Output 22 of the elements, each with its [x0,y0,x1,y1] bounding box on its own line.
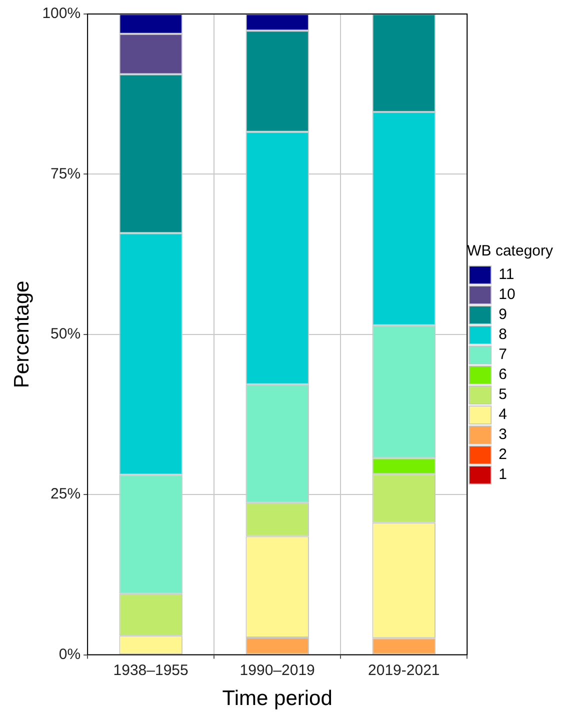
legend-label: 11 [498,266,514,284]
legend-label: 9 [498,306,507,324]
legend-label: 2 [498,446,507,464]
legend-label: 1 [498,466,507,484]
x-tick-label: 2019-2021 [368,662,440,679]
y-tick-label: 0% [58,646,81,663]
legend-label: 7 [498,346,507,364]
legend-label: 5 [498,386,507,404]
y-tick-label: 100% [42,5,81,22]
legend-label: 4 [498,406,507,424]
y-axis-title: Percentage [10,280,34,388]
x-axis-title: Time period [222,687,332,710]
legend-label: 3 [498,426,507,444]
x-tick-label: 1938–1955 [113,662,188,679]
y-tick-label: 50% [50,326,81,343]
y-tick-label: 75% [50,165,81,182]
y-tick-label: 25% [50,486,81,503]
legend-label: 8 [498,326,507,344]
legend-title: WB category [467,242,554,260]
x-tick-label: 1990–2019 [240,662,315,679]
legend-label: 6 [498,366,507,384]
legend-label: 10 [498,286,516,304]
